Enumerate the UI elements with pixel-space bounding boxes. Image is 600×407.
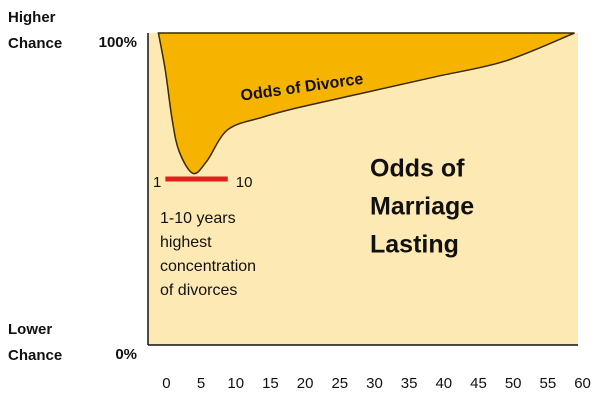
region-label: Lasting [370,231,459,259]
annotation: concentration [160,258,256,275]
x-tick-label: 40 [435,375,452,392]
x-tick-label: 10 [227,375,244,392]
y-tick-label: 100% [99,34,137,51]
x-tick-label: 30 [366,375,383,392]
annotation: of divorces [160,282,237,299]
y-tick-label: 0% [115,346,137,363]
x-tick-label: 50 [505,375,522,392]
y-description: Higher [8,9,56,26]
area [157,32,575,175]
x-tick-label: 60 [574,375,591,392]
range-end-label: 10 [236,174,253,191]
x-tick-label: 15 [262,375,279,392]
region-label: Odds of [370,155,465,183]
x-tick-label: 35 [401,375,418,392]
annotation: highest [160,234,212,251]
y-description: Chance [8,347,62,364]
x-tick-label: 55 [540,375,557,392]
y-description: Chance [8,35,62,52]
x-tick-label: 0 [162,375,170,392]
region-label: Marriage [370,193,474,221]
x-tick-label: 45 [470,375,487,392]
x-tick-label: 5 [197,375,205,392]
annotation: 1-10 years [160,210,236,227]
y-description: Lower [8,321,52,338]
x-tick-label: 25 [331,375,348,392]
range-start-label: 1 [153,174,161,191]
x-tick-label: 20 [297,375,314,392]
